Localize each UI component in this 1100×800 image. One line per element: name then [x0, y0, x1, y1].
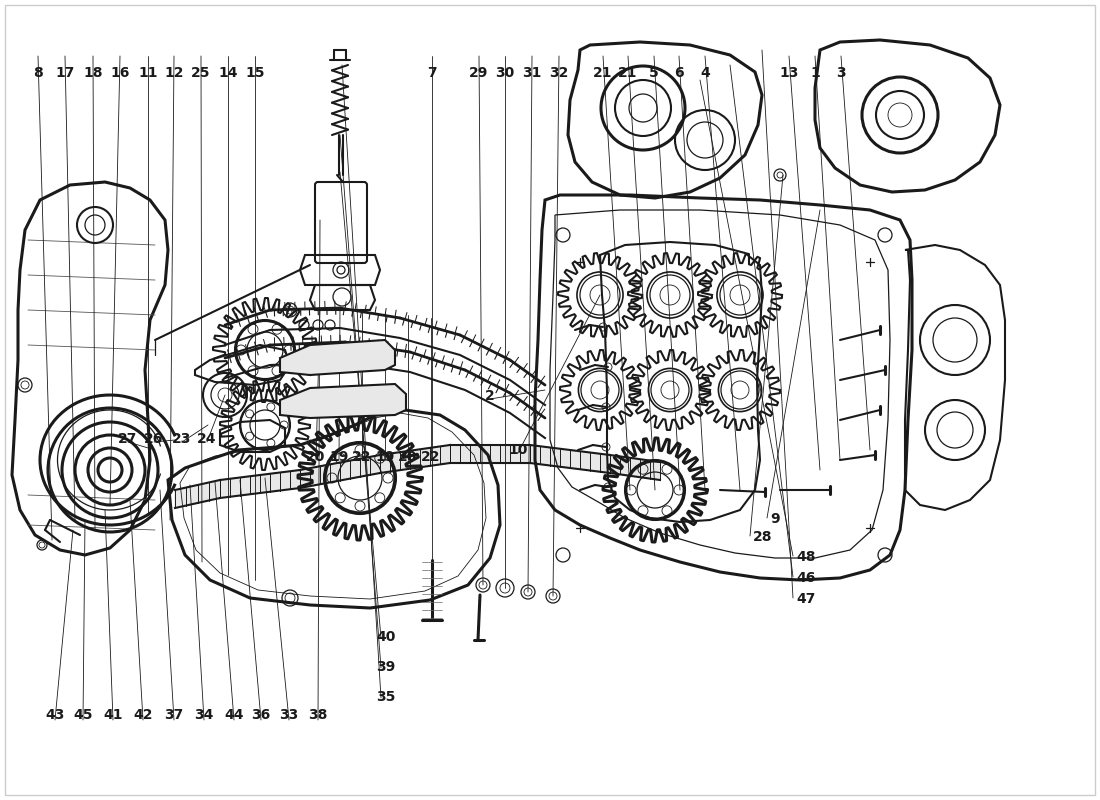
Text: 48: 48 — [796, 550, 815, 564]
Text: 11: 11 — [139, 66, 157, 80]
Text: 27: 27 — [119, 432, 138, 446]
Text: 21: 21 — [618, 66, 638, 80]
Text: 12: 12 — [164, 66, 184, 80]
Text: 38: 38 — [308, 708, 328, 722]
Polygon shape — [280, 340, 395, 375]
Text: 46: 46 — [796, 571, 815, 585]
Text: 10: 10 — [508, 443, 528, 457]
Polygon shape — [530, 445, 610, 473]
Text: 35: 35 — [376, 690, 396, 704]
Text: 21: 21 — [593, 66, 613, 80]
Text: 37: 37 — [164, 708, 184, 722]
Text: 6: 6 — [674, 66, 684, 80]
Text: 42: 42 — [133, 708, 153, 722]
Text: 40: 40 — [376, 630, 396, 644]
Polygon shape — [220, 470, 300, 498]
Text: 33: 33 — [279, 708, 298, 722]
Text: 20: 20 — [306, 450, 326, 464]
Text: 7: 7 — [427, 66, 437, 80]
Text: 36: 36 — [252, 708, 271, 722]
Text: 30: 30 — [495, 66, 515, 80]
Text: 13: 13 — [779, 66, 799, 80]
Text: 1: 1 — [810, 66, 820, 80]
Text: 39: 39 — [376, 660, 396, 674]
Polygon shape — [280, 384, 406, 418]
Text: 19: 19 — [375, 450, 395, 464]
Text: 45: 45 — [74, 708, 92, 722]
Text: 8: 8 — [33, 66, 43, 80]
Text: 28: 28 — [754, 530, 772, 544]
Text: 43: 43 — [45, 708, 65, 722]
Text: 15: 15 — [245, 66, 265, 80]
Text: 16: 16 — [110, 66, 130, 80]
Text: 14: 14 — [218, 66, 238, 80]
Polygon shape — [379, 445, 450, 473]
Text: 3: 3 — [836, 66, 846, 80]
Text: 5: 5 — [649, 66, 659, 80]
Text: 25: 25 — [191, 66, 211, 80]
Text: 22: 22 — [421, 450, 441, 464]
Text: 19: 19 — [329, 450, 349, 464]
Text: 41: 41 — [103, 708, 123, 722]
Text: 47: 47 — [796, 592, 815, 606]
Text: 44: 44 — [224, 708, 244, 722]
Text: 29: 29 — [470, 66, 488, 80]
Text: 4: 4 — [700, 66, 710, 80]
Text: 23: 23 — [173, 432, 191, 446]
Text: 31: 31 — [522, 66, 541, 80]
Polygon shape — [450, 445, 530, 463]
Text: 22: 22 — [352, 450, 372, 464]
Text: 26: 26 — [144, 432, 164, 446]
Polygon shape — [610, 455, 660, 480]
Text: 24: 24 — [197, 432, 217, 446]
Text: 20: 20 — [398, 450, 418, 464]
Text: 9: 9 — [770, 512, 780, 526]
Text: 17: 17 — [55, 66, 75, 80]
Polygon shape — [175, 480, 220, 508]
Text: 2: 2 — [485, 389, 495, 403]
Text: 18: 18 — [84, 66, 102, 80]
Polygon shape — [300, 455, 379, 488]
Text: 34: 34 — [195, 708, 213, 722]
Text: 32: 32 — [549, 66, 569, 80]
